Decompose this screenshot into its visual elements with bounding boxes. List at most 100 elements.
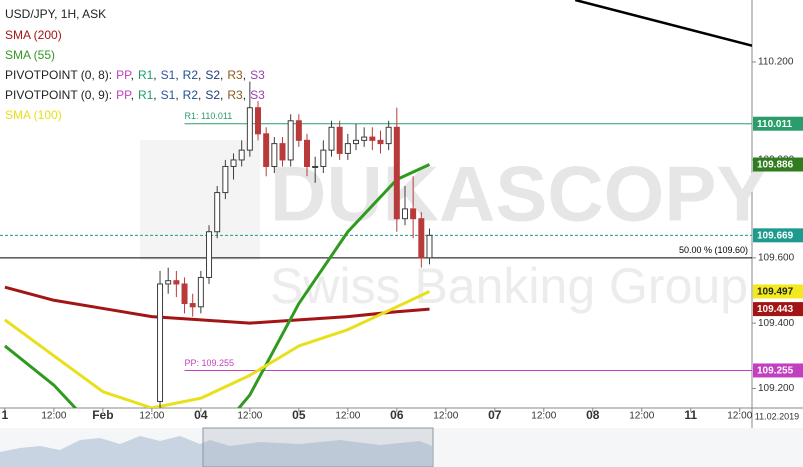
pivot-legend-item: S3	[250, 88, 265, 102]
pivot-legend-separator: ,	[131, 88, 134, 102]
x-tick-label: 12:00	[531, 411, 556, 422]
chart-title: USD/JPY, 1H, ASK	[5, 7, 106, 21]
candle-body	[369, 136, 376, 141]
candle-body	[214, 192, 221, 233]
price-tag-label: 109.255	[757, 366, 794, 377]
watermark-subtext: Swiss Banking Group	[270, 258, 748, 314]
pivot-legend-separator: ,	[153, 88, 156, 102]
pivot-legend: PIVOTPOINT (0, 9): PP, R1, S1, R2, S2, R3, S3	[5, 88, 265, 102]
candle-body	[385, 126, 392, 145]
level-label: R1: 110.011	[185, 111, 233, 121]
candle-body	[426, 234, 433, 259]
price-tag	[753, 284, 803, 299]
legend-entry: SMA (100)	[5, 108, 62, 122]
candle-body	[287, 120, 294, 161]
pivot-legend-separator: ,	[220, 68, 223, 82]
candle-body	[361, 136, 368, 141]
navigator	[0, 427, 803, 467]
pivot-legend-separator: ,	[243, 68, 246, 82]
x-tick-label: 05	[292, 408, 306, 422]
candle-body	[304, 139, 311, 167]
candle-body	[222, 165, 229, 194]
sma-line	[3, 163, 431, 408]
candle-body	[206, 231, 213, 278]
candle-body	[401, 208, 408, 220]
candle-body	[189, 303, 196, 308]
x-tick-label: 1	[2, 408, 9, 422]
level-label: PP: 109.255	[185, 358, 235, 368]
candle-body	[230, 159, 237, 167]
pivot-legend-item: R1	[138, 68, 154, 82]
x-tick-label: 12:00	[433, 411, 458, 422]
candle-body	[393, 126, 400, 220]
pivot-legend-separator: ,	[220, 88, 223, 102]
pivot-legend-separator: ,	[131, 68, 134, 82]
x-tick-label: 11	[684, 408, 697, 422]
date-label-box	[753, 409, 801, 424]
pivot-legend-label: PIVOTPOINT (0, 9):	[5, 88, 112, 102]
level-label: 50.00 % (109.60)	[679, 245, 748, 255]
x-tick-label: 12:00	[237, 411, 262, 422]
pivot-legend-item: R2	[183, 68, 199, 82]
price-tag-label: 109.669	[757, 230, 794, 241]
pivot-legend-item: S1	[161, 88, 176, 102]
candle-body	[197, 276, 204, 308]
pivot-legend-item: PP	[116, 68, 132, 82]
pivot-legend-separator: ,	[175, 68, 178, 82]
candle-body	[181, 283, 188, 305]
price-tag-label: 109.886	[757, 160, 794, 171]
x-tick-label: 12:00	[139, 411, 164, 422]
pivot-legend-separator: ,	[175, 88, 178, 102]
candle-body	[418, 218, 425, 259]
y-tick-label: 109.400	[758, 318, 795, 329]
y-tick-label: 109.600	[758, 252, 795, 263]
candle-body	[328, 126, 335, 151]
pivot-legend-separator: ,	[243, 88, 246, 102]
sma-line	[4, 285, 430, 325]
candle-body	[238, 149, 245, 161]
candle-body	[246, 107, 253, 151]
watermark: DUKASCOPY Swiss Banking Group	[140, 140, 768, 314]
candle-body	[312, 165, 319, 168]
candle-body	[295, 120, 302, 141]
price-tag	[753, 228, 803, 243]
price-tag	[753, 157, 803, 172]
x-tick-label: 07	[488, 408, 502, 422]
pivot-legend-item: R3	[227, 88, 243, 102]
candle-body	[352, 139, 359, 145]
legend-entry: SMA (55)	[5, 48, 55, 62]
price-tag	[753, 116, 803, 131]
candle-body	[279, 143, 286, 161]
x-tick-label: 06	[390, 408, 404, 422]
price-tag	[753, 302, 803, 317]
navigator-window[interactable]	[202, 427, 434, 467]
pivot-legend-separator: ,	[198, 68, 201, 82]
price-tag-label: 109.497	[757, 287, 794, 298]
candle-body	[410, 208, 417, 220]
candle-body	[377, 139, 384, 145]
trend-line	[574, 0, 752, 47]
pivot-legend-item: S2	[205, 88, 220, 102]
pivot-legend: PIVOTPOINT (0, 8): PP, R1, S1, R2, S2, R3, S3	[5, 68, 265, 82]
watermark-text: DUKASCOPY	[270, 150, 768, 238]
candle-body	[271, 143, 278, 167]
candle-body	[255, 107, 262, 135]
x-tick-label: 12:00	[629, 411, 654, 422]
x-tick-label: 12:00	[727, 411, 752, 422]
price-tag-label: 109.443	[757, 304, 794, 315]
x-tick-label: 04	[194, 408, 208, 422]
navigator-area	[0, 436, 432, 467]
pivot-legend-label: PIVOTPOINT (0, 8):	[5, 68, 112, 82]
legend-entry: SMA (200)	[5, 28, 62, 42]
sma-line	[4, 290, 431, 408]
pivot-legend-item: R2	[183, 88, 199, 102]
x-tick-label: 12:00	[335, 411, 360, 422]
price-tag	[753, 363, 803, 378]
x-tick-label: 08	[586, 408, 600, 422]
price-tag-label: 110.011	[757, 119, 792, 130]
pivot-legend-item: S1	[161, 68, 176, 82]
pivot-legend-item: S3	[250, 68, 265, 82]
